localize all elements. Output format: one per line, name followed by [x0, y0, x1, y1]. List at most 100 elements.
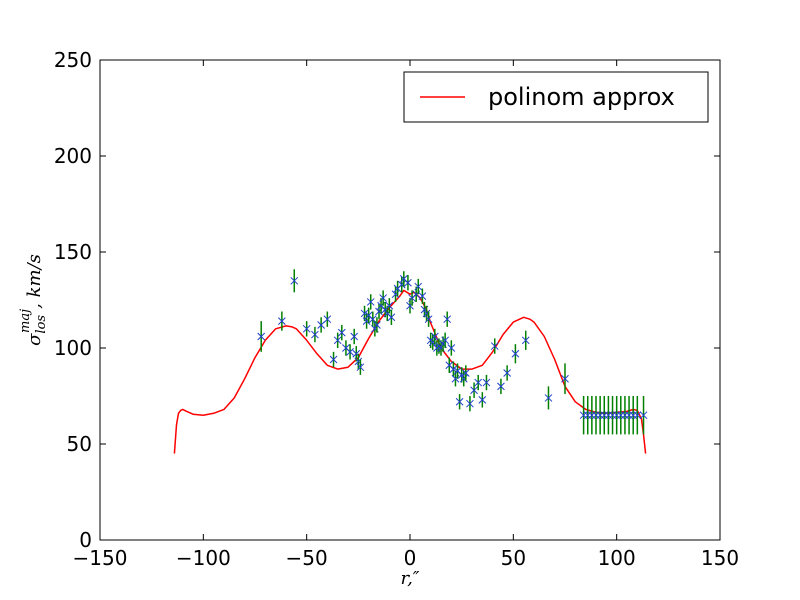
marker-stroke	[478, 395, 487, 404]
marker-stroke	[414, 282, 423, 291]
marker-stroke	[639, 411, 648, 420]
data-point-marker	[521, 336, 530, 345]
x-tick-label: 100	[598, 546, 636, 570]
series-line-polinom-approx	[173, 289, 647, 454]
data-point-marker	[356, 363, 365, 372]
data-point-marker	[333, 336, 342, 345]
data-point-marker	[418, 292, 427, 301]
marker-stroke	[333, 336, 342, 345]
data-point-marker	[639, 411, 648, 420]
x-axis-label: r,″	[400, 568, 419, 589]
x-tick-label: −100	[176, 546, 231, 570]
data-point-marker	[414, 282, 423, 291]
data-point-marker	[366, 298, 375, 306]
data-point-marker	[503, 369, 511, 377]
marker-stroke	[337, 328, 346, 337]
data-point-marker	[482, 378, 491, 387]
y-axis-label-main: σ	[24, 333, 45, 346]
marker-stroke	[455, 397, 464, 406]
marker-stroke	[453, 367, 462, 375]
svg-text:σlosmaj, km/s: σlosmaj, km/s	[18, 254, 49, 346]
data-point-marker	[302, 324, 311, 333]
data-point-marker	[311, 330, 319, 339]
x-tick-label: 150	[701, 546, 739, 570]
legend-label: polinom approx	[488, 83, 675, 111]
marker-stroke	[323, 315, 332, 324]
data-point-marker	[430, 332, 439, 341]
data-point-marker	[424, 315, 433, 324]
marker-stroke	[302, 324, 311, 333]
data-point-marker	[478, 395, 487, 404]
data-point-marker	[278, 317, 286, 325]
y-tick-label: 50	[67, 432, 92, 456]
marker-stroke	[447, 344, 456, 352]
marker-stroke	[424, 315, 433, 324]
data-point-marker	[257, 332, 266, 341]
data-point-marker	[497, 382, 505, 391]
y-tick-label: 100	[54, 336, 92, 360]
data-point-marker	[385, 301, 394, 310]
marker-stroke	[511, 349, 520, 358]
data-point-marker	[511, 349, 520, 358]
legend: polinom approx	[403, 71, 709, 123]
marker-stroke	[404, 278, 412, 287]
marker-stroke	[387, 313, 396, 322]
data-point-marker	[373, 321, 381, 329]
data-point-marker	[474, 378, 483, 387]
data-point-marker	[461, 369, 470, 377]
data-point-marker	[544, 394, 553, 402]
marker-stroke	[561, 374, 569, 383]
marker-stroke	[441, 336, 449, 345]
y-axis-label: σlosmaj, km/s	[18, 254, 49, 346]
marker-stroke	[633, 411, 642, 420]
x-tick-label: 0	[404, 546, 417, 570]
y-tick-label: 150	[54, 240, 92, 264]
marker-stroke	[278, 317, 286, 325]
marker-stroke	[418, 292, 427, 301]
data-point-marker	[490, 342, 499, 350]
data-point-marker	[633, 411, 642, 420]
marker-stroke	[368, 315, 377, 324]
marker-stroke	[366, 298, 375, 306]
marker-stroke	[474, 378, 483, 387]
data-point-marker	[379, 294, 387, 302]
y-axis-label-sup: maj	[18, 309, 33, 333]
data-point-marker	[337, 328, 346, 337]
marker-stroke	[422, 309, 431, 318]
data-point-marker	[387, 313, 396, 322]
marker-stroke	[445, 361, 454, 370]
x-tick-label: −50	[286, 546, 328, 570]
marker-stroke	[461, 369, 470, 377]
data-point-marker	[323, 315, 332, 324]
marker-stroke	[399, 275, 408, 283]
marker-stroke	[521, 336, 530, 345]
marker-stroke	[385, 301, 394, 310]
marker-stroke	[356, 363, 365, 372]
y-tick-label: 0	[79, 528, 92, 552]
data-point-marker	[441, 336, 449, 345]
y-axis-label-sub: los	[34, 315, 49, 334]
marker-stroke	[364, 311, 373, 320]
marker-stroke	[379, 294, 387, 302]
marker-stroke	[354, 357, 363, 366]
marker-stroke	[311, 330, 319, 339]
marker-stroke	[497, 382, 505, 391]
data-point-marker	[443, 315, 452, 324]
marker-stroke	[373, 321, 381, 329]
x-tick-label: 50	[501, 546, 526, 570]
marker-stroke	[470, 386, 478, 395]
data-point-marker	[470, 386, 478, 395]
y-tick-label: 250	[54, 48, 92, 72]
marker-stroke	[257, 332, 266, 341]
y-axis-label-tail: , km/s	[24, 254, 45, 309]
marker-stroke	[346, 347, 354, 356]
marker-stroke	[443, 315, 452, 324]
marker-stroke	[342, 344, 350, 352]
data-point-marker	[455, 397, 464, 406]
marker-stroke	[503, 369, 511, 377]
data-point-marker	[290, 276, 299, 285]
x-tick-label: −150	[73, 546, 128, 570]
data-point-marker	[447, 344, 456, 352]
marker-stroke	[430, 332, 439, 341]
